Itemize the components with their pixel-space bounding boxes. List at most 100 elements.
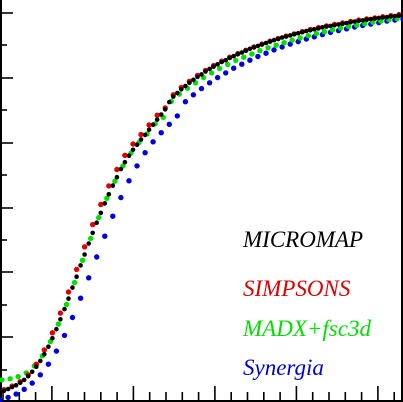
data-point-synergia (271, 47, 276, 52)
data-point-micromap (284, 34, 289, 39)
data-point-micromap (248, 47, 253, 52)
data-point-synergia (247, 58, 252, 63)
data-point-synergia (54, 348, 59, 353)
data-point-micromap (292, 32, 297, 37)
data-point-synergia (215, 75, 220, 80)
data-point-madx-fsc3d (233, 58, 238, 63)
data-point-micromap (227, 56, 232, 61)
data-point-micromap (385, 15, 390, 20)
data-point-micromap (373, 16, 378, 21)
data-point-micromap (280, 35, 285, 40)
data-point-micromap (397, 13, 402, 18)
data-point-madx-fsc3d (96, 215, 101, 220)
data-point-micromap (50, 336, 55, 341)
data-point-micromap (308, 28, 313, 33)
data-point-simpsons (66, 289, 71, 294)
data-point-synergia (231, 66, 236, 71)
data-point-madx-fsc3d (7, 376, 12, 381)
data-point-synergia (207, 80, 212, 85)
data-point-synergia (263, 51, 268, 56)
data-point-micromap (231, 54, 236, 59)
data-point-synergia (142, 150, 147, 155)
data-point-micromap (183, 84, 188, 89)
data-point-synergia (175, 113, 180, 118)
data-point-madx-fsc3d (56, 321, 61, 326)
data-point-synergia (118, 195, 123, 200)
data-point-micromap (348, 20, 353, 25)
data-point-micromap (10, 385, 15, 390)
data-point-madx-fsc3d (80, 258, 85, 263)
data-point-madx-fsc3d (281, 40, 286, 45)
data-point-micromap (369, 17, 374, 22)
data-point-madx-fsc3d (314, 31, 319, 36)
data-point-micromap (38, 359, 43, 364)
data-point-micromap (103, 201, 108, 206)
data-point-simpsons (82, 244, 87, 249)
data-point-micromap (82, 252, 87, 257)
data-point-synergia (159, 130, 164, 135)
data-point-synergia (94, 254, 99, 259)
data-point-micromap (66, 296, 71, 301)
data-point-simpsons (74, 267, 79, 272)
data-point-micromap (46, 344, 51, 349)
data-point-micromap (70, 285, 75, 290)
legend-item-simpsons: SIMPSONS (243, 276, 351, 301)
data-point-synergia (223, 70, 228, 75)
data-point-micromap (356, 19, 361, 24)
data-point-micromap (14, 383, 19, 388)
data-point-madx-fsc3d (298, 35, 303, 40)
data-point-micromap (119, 167, 124, 172)
data-point-madx-fsc3d (64, 302, 69, 307)
data-point-micromap (22, 378, 27, 383)
data-point-micromap (147, 128, 152, 133)
x-ticks (3, 386, 394, 401)
legend-item-madx-fsc3d: MADX+fsc3d (242, 316, 371, 341)
data-point-micromap (171, 94, 176, 99)
data-point-madx-fsc3d (249, 51, 254, 56)
data-point-micromap (236, 52, 241, 57)
data-point-micromap (364, 17, 369, 22)
data-point-micromap (159, 112, 164, 117)
data-point-madx-fsc3d (0, 377, 5, 382)
data-point-micromap (58, 317, 63, 322)
data-point-micromap (328, 24, 333, 29)
data-point-micromap (90, 231, 95, 236)
data-point-micromap (203, 69, 208, 74)
data-point-synergia (30, 380, 35, 385)
data-point-micromap (272, 38, 277, 43)
data-point-micromap (219, 60, 224, 65)
data-point-micromap (139, 137, 144, 142)
data-point-micromap (207, 67, 212, 72)
data-point-simpsons (50, 330, 55, 335)
data-point-synergia (46, 362, 51, 367)
data-point-synergia (150, 139, 155, 144)
data-point-synergia (110, 214, 115, 219)
data-point-micromap (360, 18, 365, 23)
data-point-madx-fsc3d (88, 236, 93, 241)
data-point-micromap (332, 23, 337, 28)
data-point-micromap (320, 25, 325, 30)
data-point-madx-fsc3d (306, 33, 311, 38)
data-point-synergia (5, 395, 10, 400)
data-point-micromap (389, 14, 394, 19)
data-point-micromap (393, 14, 398, 19)
data-point-micromap (143, 133, 148, 138)
data-point-micromap (131, 148, 136, 153)
data-point-micromap (30, 370, 35, 375)
data-point-micromap (191, 78, 196, 83)
data-point-synergia (102, 234, 107, 239)
data-point-simpsons (58, 310, 63, 315)
data-point-micromap (377, 16, 382, 21)
data-point-micromap (316, 26, 321, 31)
data-point-micromap (223, 58, 228, 63)
data-point-madx-fsc3d (273, 43, 278, 48)
data-point-synergia (13, 391, 18, 396)
legend: MICROMAP SIMPSONS MADX+fsc3d Synergia (242, 227, 371, 380)
data-point-micromap (155, 117, 160, 122)
plot-area (0, 12, 403, 402)
data-point-micromap (324, 24, 329, 29)
data-point-micromap (352, 19, 357, 24)
legend-item-synergia: Synergia (243, 355, 324, 380)
data-point-synergia (255, 54, 260, 59)
